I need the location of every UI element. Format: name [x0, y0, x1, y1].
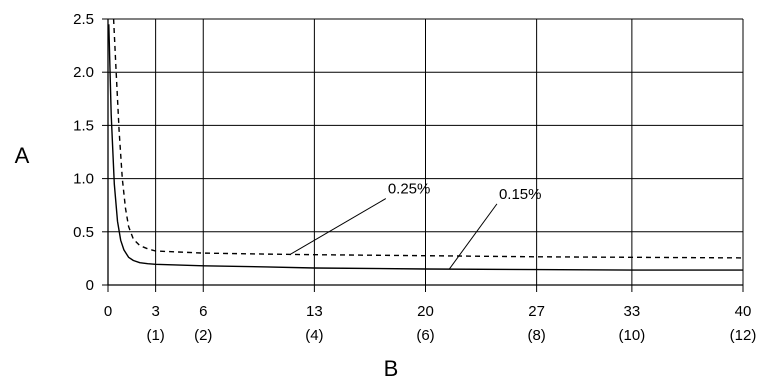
annotation-label: 0.25%: [388, 181, 431, 198]
x-axis-label: B: [384, 356, 399, 381]
x-tick-sublabel: (6): [416, 327, 434, 344]
x-tick-label: 40: [735, 303, 752, 320]
y-tick-label: 2.5: [73, 11, 94, 28]
tick-labels: 0 0.5 1.0 1.5 2.0 2.5 0 3 (1) 6 (2) 13 (4) 20 (6) 27 (8)…: [73, 11, 756, 344]
x-tick-sublabel: (8): [527, 327, 545, 344]
x-tick-label: 27: [528, 303, 545, 320]
annotation-leader-line: [290, 198, 387, 255]
y-axis-label: A: [15, 143, 30, 168]
x-tick-sublabel: (10): [619, 327, 646, 344]
y-tick-label: 1.0: [73, 171, 94, 188]
x-tick-label: 0: [104, 303, 112, 320]
x-tick-sublabel: (2): [194, 327, 212, 344]
series-line-0-15pct: [108, 24, 743, 271]
series-group: [108, 18, 744, 271]
annotation-leader-line: [448, 203, 498, 270]
y-tick-label: 2.0: [73, 64, 94, 81]
x-tick-label: 6: [199, 303, 207, 320]
x-tick-sublabel: (4): [305, 327, 323, 344]
x-tick-sublabel: (12): [730, 327, 757, 344]
x-tick-label: 20: [417, 303, 434, 320]
x-tick-label: 3: [151, 303, 159, 320]
x-tick-label: 33: [624, 303, 641, 320]
annotations: 0.25% 0.15%: [290, 181, 542, 270]
annotation-label: 0.15%: [499, 186, 542, 203]
x-tick-label: 13: [306, 303, 323, 320]
series-line-0-25pct: [112, 18, 744, 259]
y-tick-label: 1.5: [73, 117, 94, 134]
y-tick-label: 0: [86, 277, 94, 294]
y-tick-label: 0.5: [73, 224, 94, 241]
x-tick-sublabel: (1): [146, 327, 164, 344]
grid: [102, 18, 744, 292]
